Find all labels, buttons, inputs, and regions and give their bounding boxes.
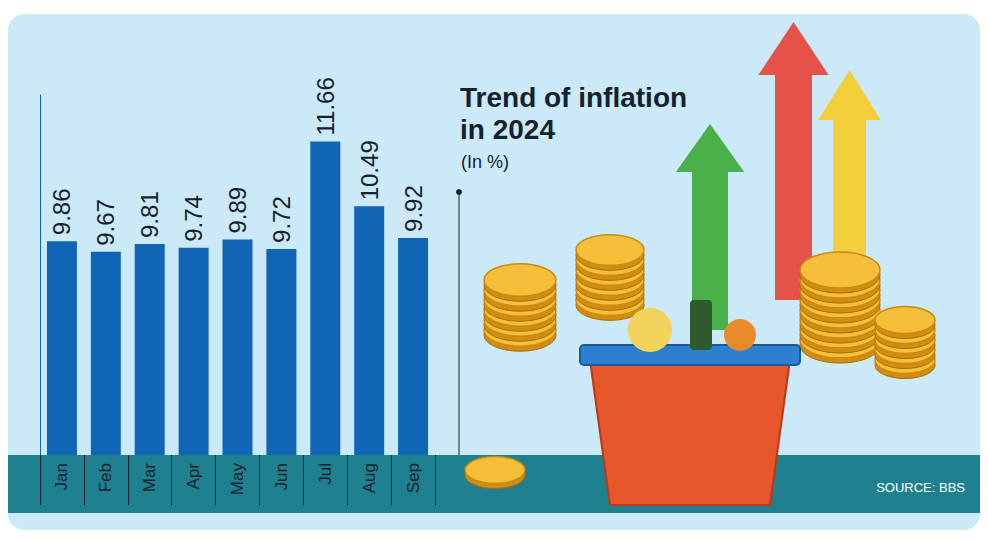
svg-text:Jun: Jun xyxy=(272,463,291,490)
svg-text:9.81: 9.81 xyxy=(136,191,163,238)
svg-text:SOURCE: BBS: SOURCE: BBS xyxy=(876,480,965,495)
svg-text:Mar: Mar xyxy=(140,463,159,493)
svg-text:May: May xyxy=(228,463,247,496)
svg-text:9.74: 9.74 xyxy=(180,195,207,242)
svg-text:Jul: Jul xyxy=(316,463,335,485)
svg-text:Aug: Aug xyxy=(360,463,379,493)
svg-text:9.72: 9.72 xyxy=(268,196,295,243)
svg-text:Jan: Jan xyxy=(52,463,71,490)
svg-text:Trend of inflation: Trend of inflation xyxy=(460,82,695,113)
svg-text:9.92: 9.92 xyxy=(400,185,427,232)
svg-text:Apr: Apr xyxy=(184,463,203,490)
svg-text:10.49: 10.49 xyxy=(356,140,383,200)
svg-text:9.89: 9.89 xyxy=(224,187,251,234)
svg-text:Sep: Sep xyxy=(404,463,423,493)
svg-text:11.66: 11.66 xyxy=(312,77,339,135)
svg-text:9.67: 9.67 xyxy=(92,199,119,246)
svg-text:9.86: 9.86 xyxy=(48,188,75,235)
svg-text:in 2024: in 2024 xyxy=(460,114,555,145)
svg-text:Feb: Feb xyxy=(96,463,115,492)
svg-text:(In %): (In %) xyxy=(461,152,509,172)
